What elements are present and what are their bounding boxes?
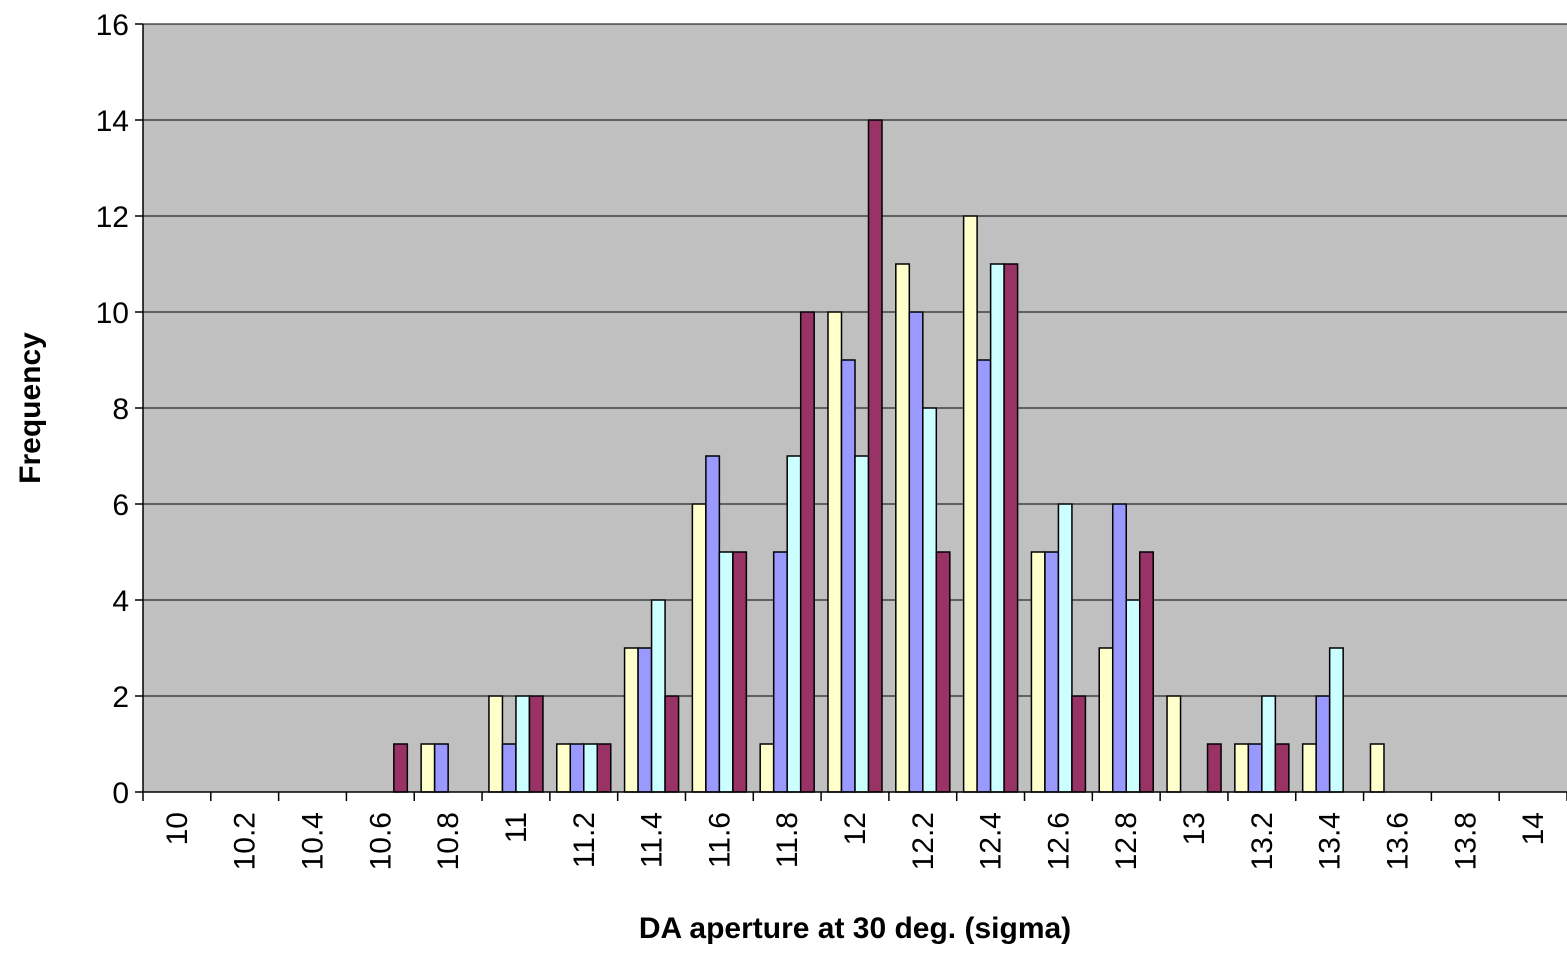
- bar: [1328, 647, 1344, 793]
- x-tick-label: 10.8: [432, 812, 465, 870]
- bar: [1206, 743, 1222, 793]
- bar: [976, 359, 992, 793]
- x-tick-label: 10.2: [229, 812, 262, 870]
- bar: [908, 311, 924, 793]
- y-tick-label: 12: [96, 201, 129, 234]
- bar: [1138, 551, 1154, 793]
- x-tick-label: 12.8: [1110, 812, 1143, 870]
- bar: [623, 647, 639, 793]
- y-tick-label: 4: [112, 585, 129, 618]
- x-tick-label: 12.6: [1042, 812, 1075, 870]
- bar: [1315, 695, 1331, 793]
- x-tick-label: 11.6: [703, 812, 736, 868]
- y-tick-label: 6: [112, 489, 129, 522]
- x-tick-label: 13.8: [1449, 812, 1482, 870]
- x-tick-label: 14: [1517, 812, 1550, 845]
- y-tick-label: 10: [96, 297, 129, 330]
- x-tick-label: 12.4: [975, 812, 1008, 870]
- bar: [989, 263, 1005, 793]
- bar: [556, 743, 572, 793]
- x-axis-title: DA aperture at 30 deg. (sigma): [639, 912, 1071, 945]
- bar: [501, 743, 517, 793]
- bar: [433, 743, 449, 793]
- bar: [786, 455, 802, 793]
- bar: [1234, 743, 1250, 793]
- bar: [420, 743, 436, 793]
- bar: [650, 599, 666, 793]
- bar: [922, 407, 938, 793]
- bar: [691, 503, 707, 793]
- x-tick-label: 10: [161, 812, 194, 845]
- bar: [718, 551, 734, 793]
- bar: [393, 743, 409, 793]
- y-tick-labels: 0 2 4 6 8 10 12 14 16: [96, 9, 129, 810]
- bar: [1030, 551, 1046, 793]
- bar: [1261, 695, 1277, 793]
- x-tick-label: 13.6: [1381, 812, 1414, 870]
- bar: [1111, 503, 1127, 793]
- bar: [1098, 647, 1114, 793]
- x-tick-label: 12.2: [907, 812, 940, 870]
- x-tick-labels: 10 10.2 10.4 10.6 10.8 11 11.2 11.4 11.6 11.8 12 12…: [161, 812, 1550, 870]
- x-tick-label: 12: [839, 812, 872, 845]
- bar: [1301, 743, 1317, 793]
- bar: [867, 119, 883, 793]
- x-tick-label: 11.4: [636, 812, 669, 868]
- bar: [1071, 695, 1087, 793]
- bar: [759, 743, 775, 793]
- axes: [135, 23, 1567, 801]
- bar: [1369, 743, 1385, 793]
- y-axis-title: Frequency: [14, 332, 47, 484]
- bar: [515, 695, 531, 793]
- bar: [596, 743, 612, 793]
- bar: [1166, 695, 1182, 793]
- bar: [1003, 263, 1019, 793]
- bar: [569, 743, 585, 793]
- bar: [840, 359, 856, 793]
- bar: [1274, 743, 1290, 793]
- bar: [1247, 743, 1263, 793]
- bar: [935, 551, 951, 793]
- y-tick-label: 2: [112, 681, 129, 714]
- bar: [488, 695, 504, 793]
- x-tick-label: 13.2: [1246, 812, 1279, 870]
- y-tick-label: 14: [96, 105, 129, 138]
- bar: [827, 311, 843, 793]
- x-tick-label: 11: [500, 812, 533, 843]
- bar: [1057, 503, 1073, 793]
- bar: [732, 551, 748, 793]
- bar: [637, 647, 653, 793]
- x-tick-label: 13: [1178, 812, 1211, 845]
- y-tick-label: 0: [112, 777, 129, 810]
- bar: [705, 455, 721, 793]
- x-tick-label: 13.4: [1314, 812, 1347, 870]
- bar: [772, 551, 788, 793]
- x-tick-label: 10.6: [364, 812, 397, 870]
- x-tick-label: 11.2: [568, 812, 601, 868]
- bar: [1125, 599, 1141, 793]
- bar: [799, 311, 815, 793]
- bar: [895, 263, 911, 793]
- x-tick-label: 10.4: [297, 812, 330, 870]
- bar: [1044, 551, 1060, 793]
- y-tick-label: 16: [96, 9, 129, 42]
- bar: [854, 455, 870, 793]
- bar: [962, 215, 978, 793]
- bar: [664, 695, 680, 793]
- x-tick-label: 11.8: [771, 812, 804, 868]
- y-tick-label: 8: [112, 393, 129, 426]
- bar: [583, 743, 599, 793]
- bar: [528, 695, 544, 793]
